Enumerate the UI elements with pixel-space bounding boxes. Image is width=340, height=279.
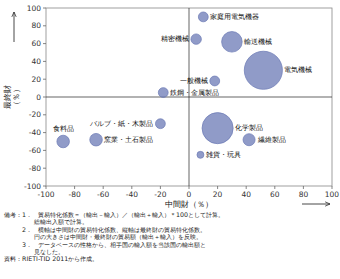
x-tick: [217, 186, 218, 189]
point-label: 精密機械: [161, 35, 189, 43]
bubble: [155, 119, 165, 129]
x-tick-label: 0: [187, 190, 192, 199]
zero-lines: [46, 8, 332, 186]
point-label: 一般機械: [180, 77, 208, 85]
x-axis-label: 中間財（％）: [165, 200, 213, 209]
bubble: [244, 51, 282, 89]
x-tick-label: -100: [37, 190, 54, 199]
y-tick: [43, 186, 46, 187]
y-tick: [43, 168, 46, 169]
bubble: [222, 32, 243, 53]
y-axis-label: 最終財（％）: [3, 85, 21, 109]
y-tick: [43, 43, 46, 44]
notes: 備考：1． 貿易特化係数＝（輸出－輸入）／（輸出＋輸入）＊100として計算。 総…: [4, 211, 224, 263]
bubble: [243, 134, 255, 146]
point-label: 電気機械: [284, 66, 312, 74]
point-label: 食料品: [53, 125, 74, 133]
y-tick-label: -20: [29, 110, 41, 119]
point-label: 繊維製品: [257, 136, 286, 144]
y-tick-label: -60: [29, 146, 41, 155]
point-label: 窯業・土石製品: [104, 136, 153, 144]
y-tick-label: 80: [31, 21, 41, 30]
y-tick-label: 20: [31, 75, 41, 84]
bubble: [202, 113, 233, 144]
x-tick: [189, 186, 190, 189]
point-label: 輸送機械: [244, 38, 272, 46]
zero-line-y: [46, 97, 332, 98]
point-label: バルブ・紙・木製品: [89, 120, 153, 128]
bubble: [197, 151, 204, 158]
x-tick-label: -40: [126, 190, 138, 199]
x-tick: [131, 186, 132, 189]
y-tick: [43, 79, 46, 80]
bubble: [57, 135, 70, 148]
x-tick: [246, 186, 247, 189]
plot-frame: [46, 8, 332, 186]
y-axis-arrow: [14, 12, 15, 42]
axes: -100 -80 -60 -40 -20 0 20 40 60 80 100 -100 -80 -60 -4…: [24, 4, 339, 200]
y-tick-label: 60: [31, 39, 41, 48]
x-tick-label: 100: [325, 190, 340, 199]
x-tick: [274, 186, 275, 189]
x-tick: [46, 186, 47, 189]
x-tick: [160, 186, 161, 189]
point-label: 雑貨・玩具: [206, 151, 241, 159]
y-tick: [43, 150, 46, 151]
note-line: 資料：RIETI-TID 2011から作成。: [4, 255, 98, 263]
y-tick-label: -40: [29, 128, 41, 137]
x-tick-label: 40: [241, 190, 251, 199]
note-line: 3． データベースの性格から、相手国の輸入額を当該国の輸出額と: [4, 241, 206, 248]
bubble: [210, 76, 220, 86]
bubble: [191, 34, 201, 44]
point-label: 家庭用電気機器: [210, 13, 259, 21]
x-tick: [303, 186, 304, 189]
x-tick: [74, 186, 75, 189]
note-line: 総輸出入額で計算。: [4, 218, 88, 225]
bubble: [198, 12, 208, 22]
bubble: [90, 133, 103, 146]
y-tick-label: 40: [31, 57, 41, 66]
x-tick-label: -20: [154, 190, 166, 199]
bubble: [158, 88, 168, 98]
y-tick: [43, 25, 46, 26]
point-label: 化学製品: [235, 124, 263, 132]
y-tick: [43, 97, 46, 98]
point-label: 鉄鋼・金属製品: [170, 89, 219, 97]
bubbles: [57, 12, 283, 158]
x-axis-arrow: [302, 204, 330, 205]
y-tick-label: 0: [36, 93, 41, 102]
y-tick: [43, 61, 46, 62]
y-tick-label: -80: [29, 164, 41, 173]
y-tick-label: 100: [27, 4, 42, 13]
x-tick-label: 80: [299, 190, 309, 199]
y-tick-label: -100: [24, 182, 41, 191]
y-tick: [43, 8, 46, 9]
x-tick-label: -60: [97, 190, 109, 199]
x-tick-label: -80: [68, 190, 80, 199]
x-tick-label: 20: [213, 190, 223, 199]
chart: -100 -80 -60 -40 -20 0 20 40 60 80 100 -100 -80 -60 -4…: [0, 0, 340, 279]
x-tick-label: 60: [270, 190, 280, 199]
y-tick: [43, 114, 46, 115]
y-tick: [43, 132, 46, 133]
x-tick: [103, 186, 104, 189]
point-labels: 家庭用電気機器精密機械 輸送機械電気機械一般機械化学製品繊維製品雑貨・玩具 バルブ・…: [53, 13, 313, 159]
x-tick: [332, 186, 333, 189]
